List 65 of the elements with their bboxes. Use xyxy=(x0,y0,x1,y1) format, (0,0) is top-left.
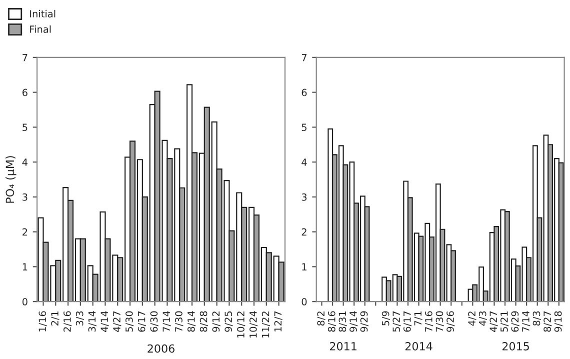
y-tick-label: 3 xyxy=(302,193,307,201)
x-axis-title: 2006 xyxy=(148,344,174,353)
legend-label: Final xyxy=(30,25,51,33)
x-tick-label: 6/30 xyxy=(150,311,158,332)
y-tick-label: 6 xyxy=(302,88,307,96)
x-tick-label: 5/21 xyxy=(500,311,509,332)
x-tick-label: 11/22 xyxy=(262,312,270,338)
y-tick-label: 1 xyxy=(302,263,306,270)
x-tick-label: 7/1 xyxy=(414,311,422,326)
x-tick-label: 2/1 xyxy=(51,311,60,326)
x-tick-label: 7/14 xyxy=(522,311,530,332)
y-tick-label: 2 xyxy=(302,228,306,236)
x-tick-label: 9/18 xyxy=(554,311,562,332)
x-tick-label: 8/28 xyxy=(200,311,208,332)
x-tick-label: 8/31 xyxy=(338,311,347,332)
x-tick-label: 7/30 xyxy=(436,311,444,332)
x-tick-label: 9/26 xyxy=(446,311,455,332)
x-tick-label: 5/27 xyxy=(392,311,401,332)
x-tick-label: 9/14 xyxy=(350,311,358,332)
x-tick-label: 12/7 xyxy=(274,311,282,332)
x-tick-label: 4/27 xyxy=(490,311,498,332)
y-tick-label: 5 xyxy=(22,124,28,132)
x-tick-label: 10/24 xyxy=(249,311,258,338)
x-tick-label: 7/30 xyxy=(175,311,184,332)
x-tick-label: 8/3 xyxy=(532,311,541,326)
x-tick-label: 9/29 xyxy=(360,311,368,332)
x-tick-label: 8/2 xyxy=(317,312,326,326)
x-tick-label: 6/17 xyxy=(138,311,146,332)
x-tick-label: 6/17 xyxy=(403,311,412,332)
legend-label: Initial xyxy=(30,10,56,18)
x-tick-label: 3/14 xyxy=(88,311,96,332)
y-tick-label: 1 xyxy=(22,263,28,270)
x-tick-label: 3/3 xyxy=(76,311,84,326)
y-tick-label: 6 xyxy=(22,88,28,96)
y-tick-label: 7 xyxy=(22,54,28,62)
y-tick-label: 7 xyxy=(302,54,306,62)
y-tick-label: 5 xyxy=(302,124,306,132)
x-tick-label: 8/16 xyxy=(328,311,336,332)
x-tick-label: 8/14 xyxy=(187,311,196,332)
x-tick-label: 5/30 xyxy=(126,311,134,332)
text: 2015 xyxy=(502,342,529,350)
x-tick-label: 7/16 xyxy=(425,311,434,332)
y-tick-label: 2 xyxy=(22,228,28,236)
y-axis-title: PO₄ (μM) xyxy=(6,156,16,203)
x-tick-label: 7/14 xyxy=(162,311,171,332)
x-tick-label: 4/27 xyxy=(113,311,122,332)
x-tick-label: 1/16 xyxy=(38,311,47,332)
text: 2014 xyxy=(405,342,432,350)
x-tick-label: 10/12 xyxy=(237,312,246,338)
x-tick-label: 9/25 xyxy=(224,311,233,332)
x-tick-label: 2/16 xyxy=(64,311,72,332)
bar xyxy=(558,162,564,302)
x-tick-label: 5/9 xyxy=(382,311,390,326)
x-tick-label: 6/29 xyxy=(511,311,520,332)
text: 2011 xyxy=(330,342,356,350)
x-tick-label: 4/14 xyxy=(100,311,109,332)
y-tick-label: 4 xyxy=(302,158,307,166)
y-tick-label: 4 xyxy=(22,158,28,166)
x-tick-label: 4/2 xyxy=(468,312,476,326)
x-tick-label: 8/27 xyxy=(544,311,552,332)
x-tick-label: 4/3 xyxy=(478,311,488,326)
x-tick-label: 9/12 xyxy=(212,312,220,332)
y-tick-label: 0 xyxy=(22,298,28,306)
y-tick-label: 3 xyxy=(22,193,28,201)
y-tick-label: 0 xyxy=(302,298,307,306)
